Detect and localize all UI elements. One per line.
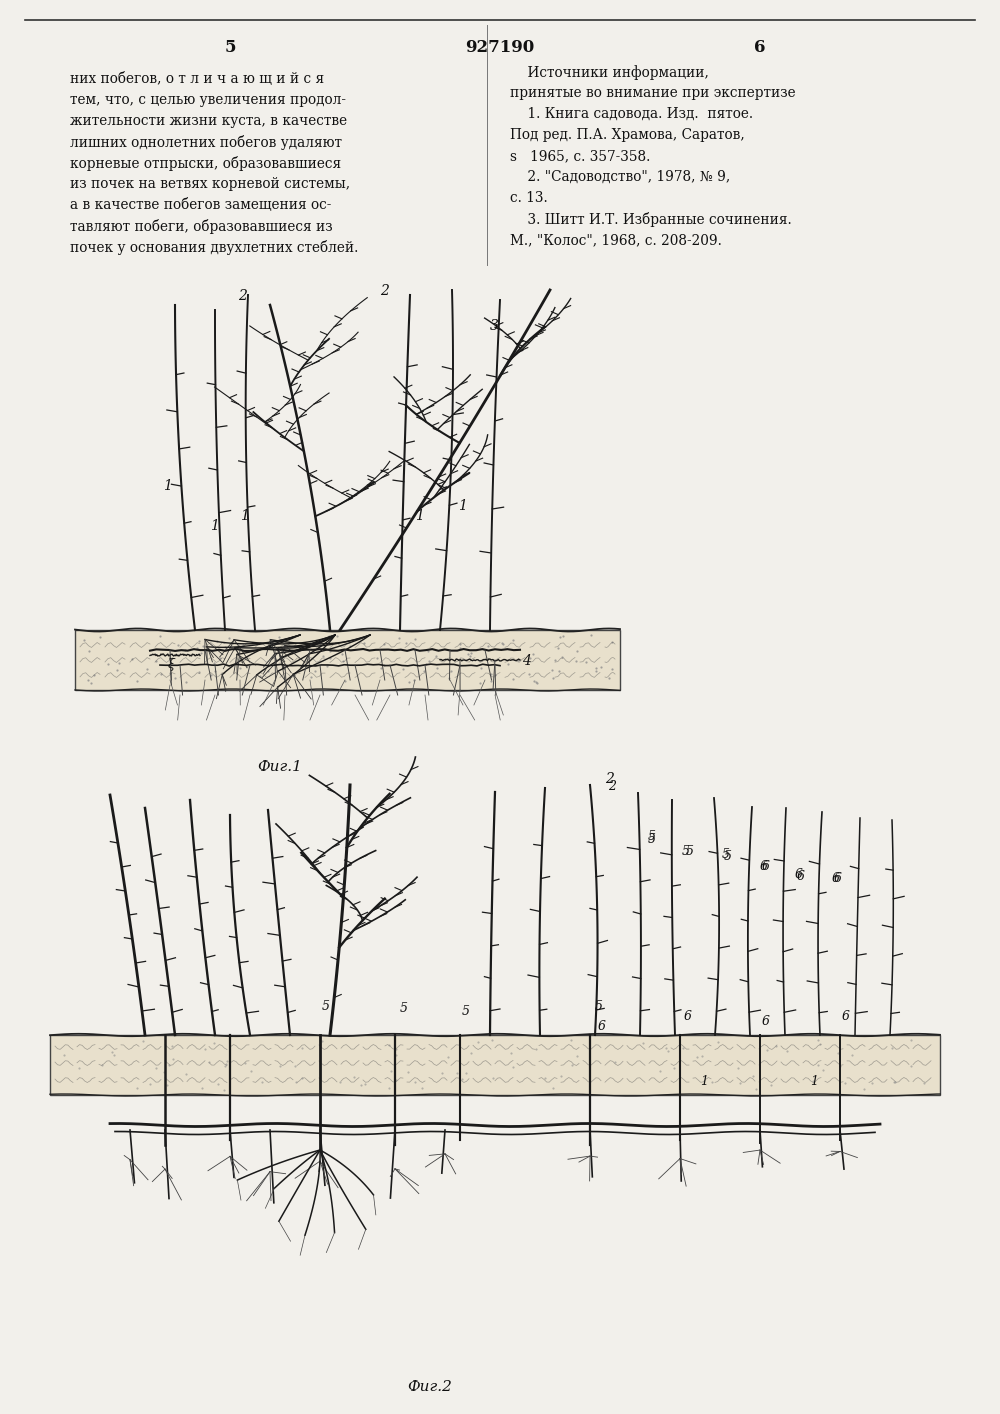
Text: 5: 5 [722,848,730,861]
Text: s   1965, с. 357-358.: s 1965, с. 357-358. [510,148,650,163]
Text: 5: 5 [224,40,236,57]
Text: 3. Шитт И.Т. Избранные сочинения.: 3. Шитт И.Т. Избранные сочинения. [510,212,792,228]
Text: 6: 6 [684,1010,692,1022]
Text: с. 13.: с. 13. [510,191,548,205]
Text: 1. Книга садовода. Изд.  пятое.: 1. Книга садовода. Изд. пятое. [510,107,753,122]
Text: Фиг.1: Фиг.1 [258,759,302,773]
Text: 5: 5 [462,1005,470,1018]
Text: 3: 3 [490,320,499,334]
Text: 5: 5 [595,1000,603,1012]
Text: Под ред. П.А. Храмова, Саратов,: Под ред. П.А. Храмова, Саратов, [510,129,745,141]
Text: тавляют побеги, образовавшиеся из: тавляют побеги, образовавшиеся из [70,219,333,233]
Text: 6: 6 [598,1019,606,1034]
Text: из почек на ветвях корневой системы,: из почек на ветвях корневой системы, [70,177,350,191]
Text: 5: 5 [648,833,656,846]
Text: 1: 1 [458,499,467,513]
Text: 1: 1 [810,1075,818,1087]
Text: 5: 5 [648,830,656,843]
Text: 6: 6 [842,1010,850,1022]
Text: 2: 2 [238,288,247,303]
Text: 2: 2 [608,781,616,793]
Text: 2: 2 [605,772,614,786]
Text: 1: 1 [210,519,219,533]
Text: 927190: 927190 [465,40,535,57]
Bar [50,1035,940,1094]
Text: 5: 5 [686,846,694,858]
Text: 6: 6 [754,40,766,57]
Text: 6: 6 [834,872,842,885]
Bar [75,631,620,690]
Text: лишних однолетних побегов удаляют: лишних однолетних побегов удаляют [70,134,342,150]
Text: Фиг.2: Фиг.2 [408,1380,452,1394]
Text: 1: 1 [415,509,424,523]
Text: 6: 6 [795,868,803,881]
Text: 5: 5 [322,1000,330,1012]
Text: 1: 1 [163,479,172,493]
Text: ξ: ξ [168,658,175,672]
Text: 6: 6 [832,872,840,885]
Text: М., "Колос", 1968, с. 208-209.: М., "Колос", 1968, с. 208-209. [510,233,722,247]
Text: 5: 5 [400,1003,408,1015]
Text: 5: 5 [682,846,690,858]
Text: почек у основания двухлетних стеблей.: почек у основания двухлетних стеблей. [70,240,358,255]
Text: 5: 5 [724,850,732,863]
Text: них побегов, о т л и ч а ю щ и й с я: них побегов, о т л и ч а ю щ и й с я [70,72,324,86]
Text: 6: 6 [762,1015,770,1028]
Text: 6: 6 [760,860,768,872]
Text: 6: 6 [762,860,770,872]
Text: 1: 1 [700,1075,708,1087]
Text: тем, что, с целью увеличения продол-: тем, что, с целью увеличения продол- [70,93,346,107]
Text: жительности жизни куста, в качестве: жительности жизни куста, в качестве [70,115,347,129]
Text: а в качестве побегов замещения ос-: а в качестве побегов замещения ос- [70,198,331,212]
Text: 2: 2 [380,284,389,298]
Text: принятые во внимание при экспертизе: принятые во внимание при экспертизе [510,86,796,100]
Text: Источники информации,: Источники информации, [510,65,709,79]
Text: 1: 1 [240,509,249,523]
Text: корневые отпрыски, образовавшиеся: корневые отпрыски, образовавшиеся [70,156,341,171]
Text: 4: 4 [522,655,531,667]
Text: 2. "Садоводство", 1978, № 9,: 2. "Садоводство", 1978, № 9, [510,170,730,184]
Text: 6: 6 [797,870,805,882]
